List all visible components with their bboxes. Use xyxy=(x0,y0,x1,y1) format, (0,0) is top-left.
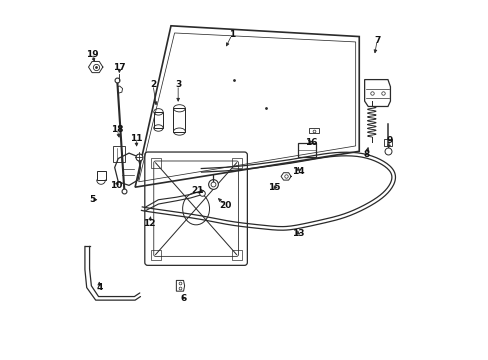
Text: 11: 11 xyxy=(130,134,142,143)
Bar xyxy=(308,128,319,134)
Text: 6: 6 xyxy=(180,294,186,303)
Text: 9: 9 xyxy=(386,136,392,145)
Text: 16: 16 xyxy=(304,138,316,147)
Bar xyxy=(150,158,160,168)
Text: 13: 13 xyxy=(291,229,304,238)
Text: 2: 2 xyxy=(150,81,156,90)
Text: 19: 19 xyxy=(85,50,98,59)
Bar xyxy=(150,249,160,260)
Text: 21: 21 xyxy=(191,186,203,195)
Bar xyxy=(231,158,241,168)
Text: 17: 17 xyxy=(113,63,126,72)
Bar xyxy=(298,143,315,157)
Text: 3: 3 xyxy=(175,81,181,90)
Text: 10: 10 xyxy=(110,181,122,190)
Text: 14: 14 xyxy=(291,167,304,176)
Bar xyxy=(231,249,241,260)
Bar xyxy=(113,146,124,162)
Text: 5: 5 xyxy=(89,195,95,204)
Bar xyxy=(173,108,185,132)
Text: 8: 8 xyxy=(363,150,369,159)
Text: 7: 7 xyxy=(373,36,380,45)
Bar xyxy=(153,112,163,128)
Bar xyxy=(384,139,391,146)
Text: 4: 4 xyxy=(96,283,102,292)
Text: 18: 18 xyxy=(111,125,123,134)
Text: 1: 1 xyxy=(228,30,235,39)
Bar xyxy=(97,171,105,180)
Text: 12: 12 xyxy=(143,219,155,228)
Text: 15: 15 xyxy=(267,183,280,192)
Text: 20: 20 xyxy=(219,201,231,210)
